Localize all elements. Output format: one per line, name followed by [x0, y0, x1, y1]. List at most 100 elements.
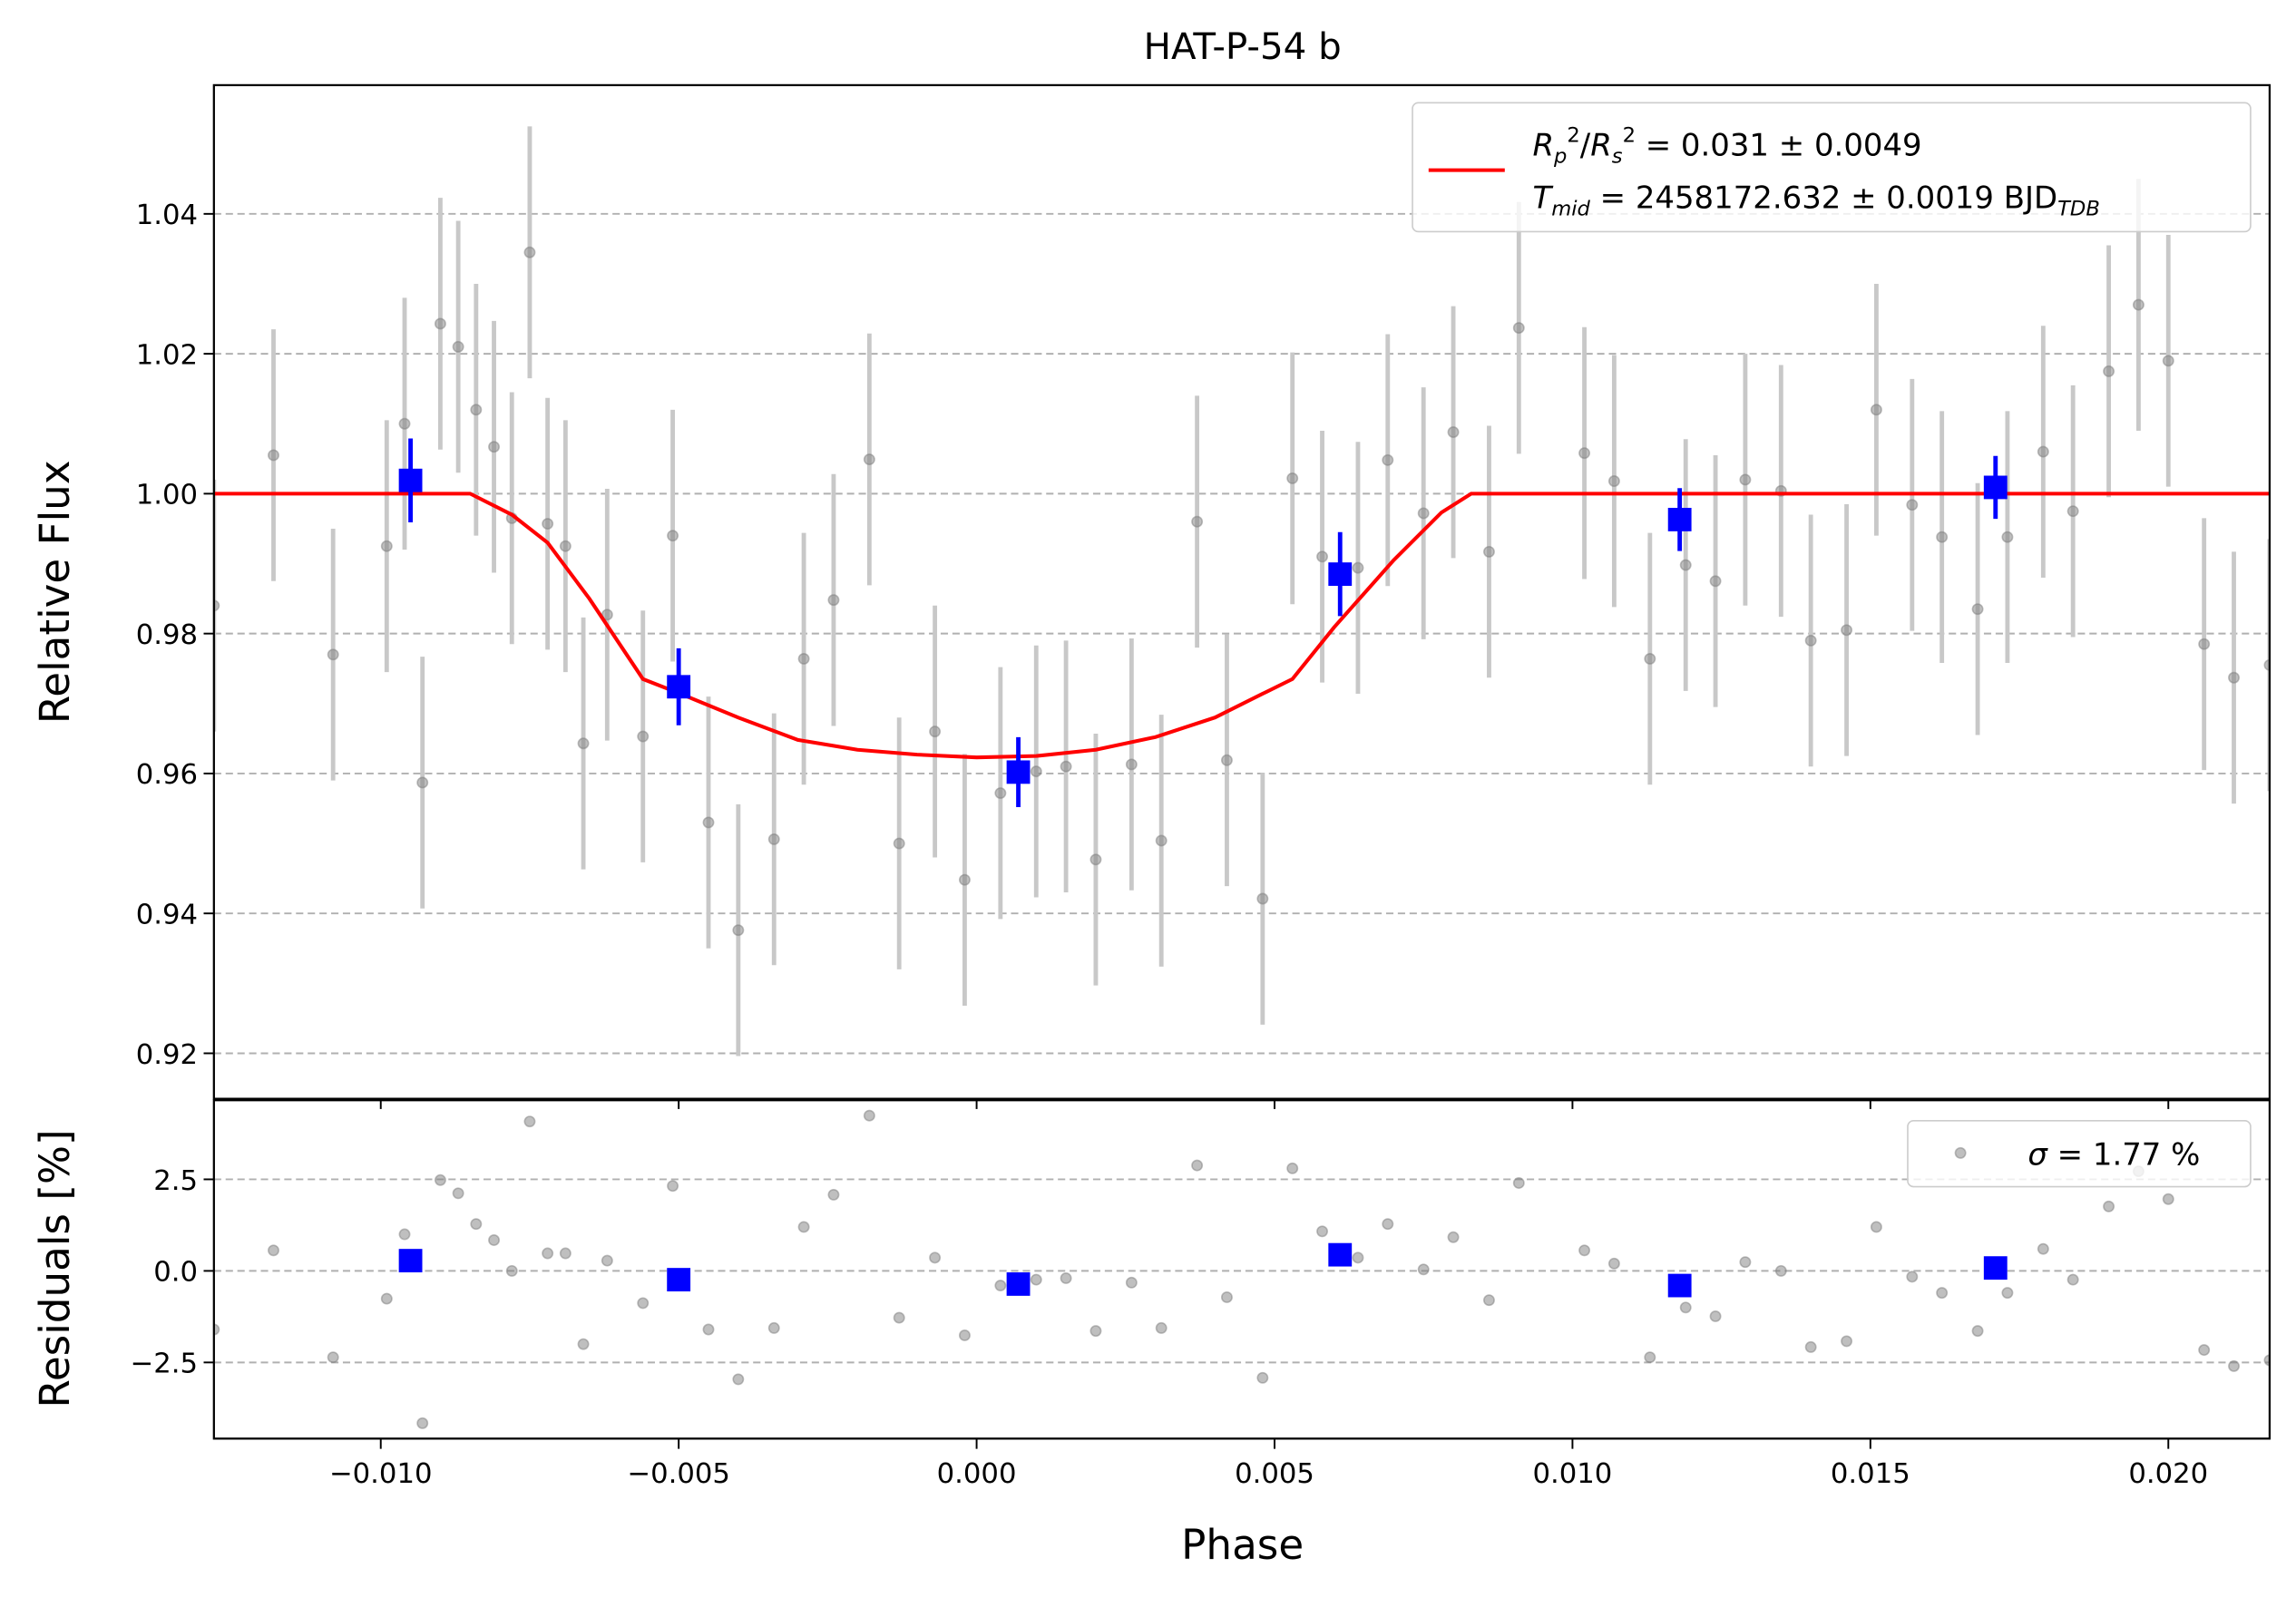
data-point [577, 737, 590, 750]
data-point [416, 1417, 429, 1429]
data-point [1220, 1291, 1233, 1303]
data-point [213, 1323, 220, 1336]
data-point [767, 1321, 780, 1334]
data-point [1352, 561, 1364, 574]
data-point [929, 1251, 942, 1264]
data-point [863, 1109, 875, 1122]
y-tick-label: −2.5 [131, 1349, 198, 1380]
data-point [797, 1221, 810, 1233]
data-point [470, 404, 483, 416]
data-point [1709, 575, 1722, 588]
data-point [667, 1180, 679, 1193]
axes-frame [212, 1099, 2272, 1440]
data-point [1906, 499, 1919, 511]
data-point [268, 449, 279, 462]
y-tick-label: 0.98 [136, 619, 198, 651]
model-line [213, 492, 2270, 760]
data-point [268, 1244, 279, 1257]
data-point [667, 530, 679, 542]
data-point [1125, 758, 1138, 771]
data-point [702, 816, 715, 829]
data-point [827, 594, 840, 607]
binned-point [1983, 1256, 2008, 1281]
legend-label: Rp2/Rs2 = 0.031 ± 0.0049 [1532, 124, 1921, 169]
binned-point [398, 468, 423, 492]
data-point [2103, 1200, 2115, 1212]
data-point [559, 540, 572, 552]
data-point [1030, 765, 1042, 778]
data-point [2001, 531, 2014, 543]
data-point [2066, 505, 2079, 518]
data-point [2103, 365, 2115, 377]
data-point [994, 1280, 1007, 1292]
legend-label: σ = 1.77 % [2027, 1136, 2200, 1172]
data-point [1155, 1321, 1168, 1334]
data-point [1739, 1256, 1752, 1269]
data-point [1607, 1257, 1620, 1270]
data-point [1256, 892, 1269, 905]
data-point [1774, 1264, 1787, 1277]
binned-point [667, 1268, 691, 1292]
data-point [1870, 404, 1882, 416]
data-point [1607, 475, 1620, 487]
y-axis-label: Relative Flux [31, 460, 79, 724]
x-tick-label: −0.005 [627, 1458, 730, 1490]
data-point [702, 1323, 715, 1336]
x-tick-label: 0.005 [1235, 1458, 1314, 1490]
data-point [2263, 1354, 2270, 1367]
y-tick-label: 1.00 [136, 480, 198, 511]
binned-point [1667, 508, 1692, 531]
data-point [488, 1234, 500, 1246]
binned-point [1006, 1272, 1031, 1296]
data-point [1936, 531, 1949, 543]
data-point [797, 652, 810, 665]
data-point [398, 1228, 411, 1241]
data-point [2162, 355, 2174, 367]
x-tick-label: 0.015 [1831, 1458, 1910, 1490]
data-point [1447, 426, 1460, 438]
data-point [2228, 1359, 2240, 1372]
data-point [1256, 1371, 1269, 1384]
data-point [505, 1264, 518, 1277]
data-point [1352, 1251, 1364, 1264]
data-point [1870, 1221, 1882, 1233]
y-tick-label: 2.5 [153, 1165, 198, 1197]
y-axis-label: Residuals [%] [31, 1129, 79, 1407]
x-tick-label: 0.000 [937, 1458, 1017, 1490]
data-point [2001, 1287, 2014, 1300]
data-point [1417, 1263, 1430, 1276]
data-point [1644, 652, 1656, 665]
legend: Rp2/Rs2 = 0.031 ± 0.0049 Tmid = 2458172.… [1412, 102, 2252, 233]
legend-label: Tmid = 2458172.632 ± 0.0019 BJDTDB [1532, 180, 2099, 221]
data-point [559, 1247, 572, 1260]
x-tick-label: 0.010 [1533, 1458, 1613, 1490]
data-point [452, 1187, 464, 1200]
binned-point [1328, 1242, 1353, 1267]
data-point [1089, 1325, 1102, 1338]
data-point [929, 725, 942, 738]
data-point [1578, 447, 1591, 460]
plot-area [213, 1109, 2270, 1429]
data-point [994, 787, 1007, 799]
binned-point [667, 675, 691, 699]
data-point [1804, 1340, 1817, 1353]
data-point [863, 453, 875, 466]
data-point [1644, 1351, 1656, 1364]
data-point [452, 340, 464, 353]
data-point [2132, 298, 2145, 311]
data-point [1906, 1271, 1919, 1283]
data-point [1191, 515, 1204, 528]
data-point [1512, 322, 1525, 335]
data-point [1155, 834, 1168, 847]
y-tick-label: 1.04 [136, 200, 198, 231]
data-point [732, 924, 745, 937]
data-point [542, 1247, 554, 1260]
chart-title: HAT-P-54 b [1144, 25, 1342, 68]
x-tick-label: −0.010 [329, 1458, 433, 1490]
binned-point [1983, 475, 2008, 500]
data-point [1679, 559, 1692, 571]
data-point [732, 1373, 745, 1386]
data-point [893, 1311, 905, 1324]
